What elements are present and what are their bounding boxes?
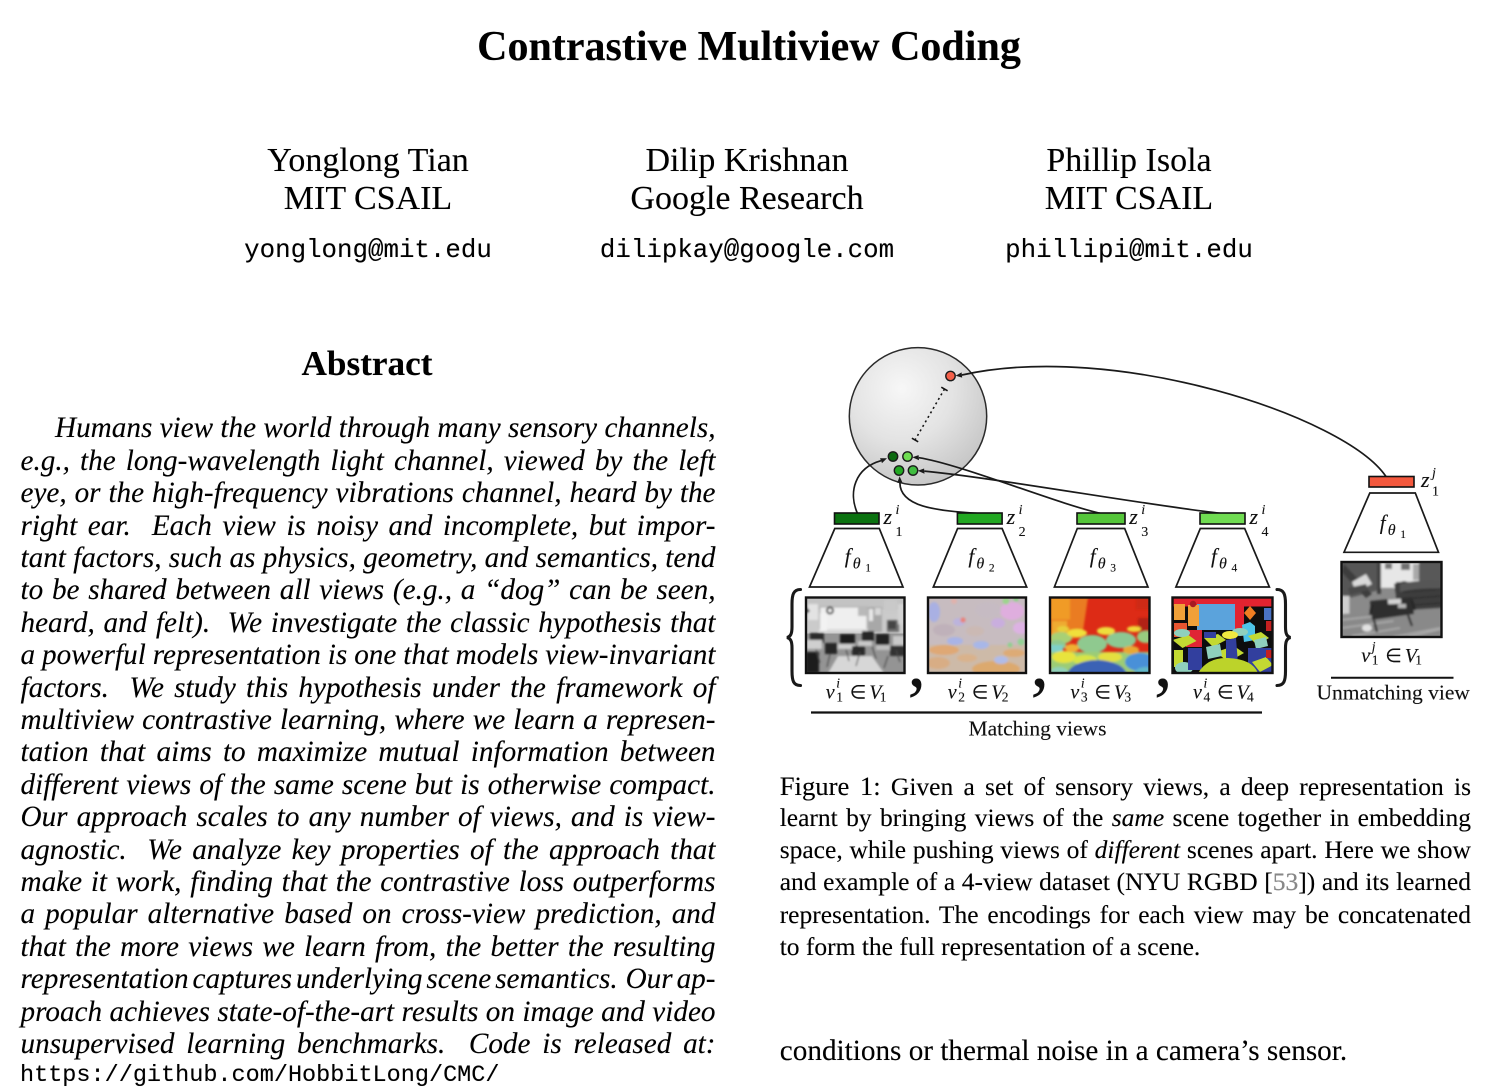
svg-text:V: V xyxy=(1237,682,1252,704)
svg-text:3: 3 xyxy=(1110,562,1116,574)
svg-text:i: i xyxy=(896,503,900,518)
svg-text:3: 3 xyxy=(1124,689,1131,704)
svg-text:∈: ∈ xyxy=(1094,683,1111,704)
svg-text:V: V xyxy=(869,682,884,704)
svg-text:f: f xyxy=(845,544,854,568)
svg-text:i: i xyxy=(1262,503,1266,518)
svg-text:1: 1 xyxy=(865,562,871,574)
svg-text:V: V xyxy=(1114,682,1129,704)
svg-text:1: 1 xyxy=(1432,485,1439,500)
svg-text:2: 2 xyxy=(1002,689,1009,704)
svg-text:2: 2 xyxy=(989,562,995,574)
svg-text:2: 2 xyxy=(1019,525,1026,540)
svg-text:∈: ∈ xyxy=(850,683,867,704)
svg-text:z: z xyxy=(1420,467,1430,492)
svg-text:2: 2 xyxy=(958,689,965,704)
svg-text:Unmatching view: Unmatching view xyxy=(1317,681,1471,705)
svg-text:v: v xyxy=(948,682,957,704)
svg-text:4: 4 xyxy=(1262,525,1269,540)
svg-text:4: 4 xyxy=(1204,689,1211,704)
svg-text:,: , xyxy=(1031,621,1050,703)
svg-text:θ: θ xyxy=(1219,555,1227,572)
svg-text:4: 4 xyxy=(1247,689,1254,704)
svg-text:4: 4 xyxy=(1232,562,1238,574)
svg-text:∈: ∈ xyxy=(1217,683,1234,704)
svg-text:v: v xyxy=(826,682,835,704)
svg-text:v: v xyxy=(1361,645,1370,667)
svg-text:1: 1 xyxy=(836,689,843,704)
svg-text:z: z xyxy=(883,504,893,529)
svg-text:f: f xyxy=(1211,544,1220,568)
svg-text:V: V xyxy=(991,682,1006,704)
svg-text:1: 1 xyxy=(896,525,903,540)
svg-text:∈: ∈ xyxy=(972,683,989,704)
svg-text:i: i xyxy=(1141,503,1145,518)
svg-text:θ: θ xyxy=(976,555,984,572)
svg-text:,: , xyxy=(1154,621,1173,703)
svg-text:3: 3 xyxy=(1141,525,1148,540)
svg-text:i: i xyxy=(1081,676,1085,691)
svg-text:v: v xyxy=(1193,682,1202,704)
svg-text:θ: θ xyxy=(1098,555,1106,572)
svg-text:1: 1 xyxy=(1400,529,1406,541)
svg-text:j: j xyxy=(1370,639,1376,654)
svg-text:i: i xyxy=(1204,676,1208,691)
svg-text:,: , xyxy=(908,621,927,703)
svg-text:v: v xyxy=(1070,682,1079,704)
svg-text:θ: θ xyxy=(853,555,861,572)
svg-text:z: z xyxy=(1249,504,1259,529)
svg-text:i: i xyxy=(1019,503,1023,518)
svg-text:f: f xyxy=(1090,544,1099,568)
svg-text:1: 1 xyxy=(1372,653,1379,668)
svg-text:i: i xyxy=(958,676,962,691)
svg-text:z: z xyxy=(1006,504,1016,529)
svg-text:3: 3 xyxy=(1081,689,1088,704)
svg-text:∈: ∈ xyxy=(1385,646,1402,667)
svg-text:V: V xyxy=(1405,645,1420,667)
svg-text:θ: θ xyxy=(1388,522,1396,539)
svg-text:f: f xyxy=(1380,511,1389,535)
svg-text:Matching views: Matching views xyxy=(969,717,1107,741)
svg-text:1: 1 xyxy=(880,689,887,704)
svg-text:i: i xyxy=(836,676,840,691)
svg-text:f: f xyxy=(968,544,977,568)
svg-text:j: j xyxy=(1430,466,1436,481)
svg-text:1: 1 xyxy=(1415,653,1422,668)
svg-text:z: z xyxy=(1128,504,1138,529)
